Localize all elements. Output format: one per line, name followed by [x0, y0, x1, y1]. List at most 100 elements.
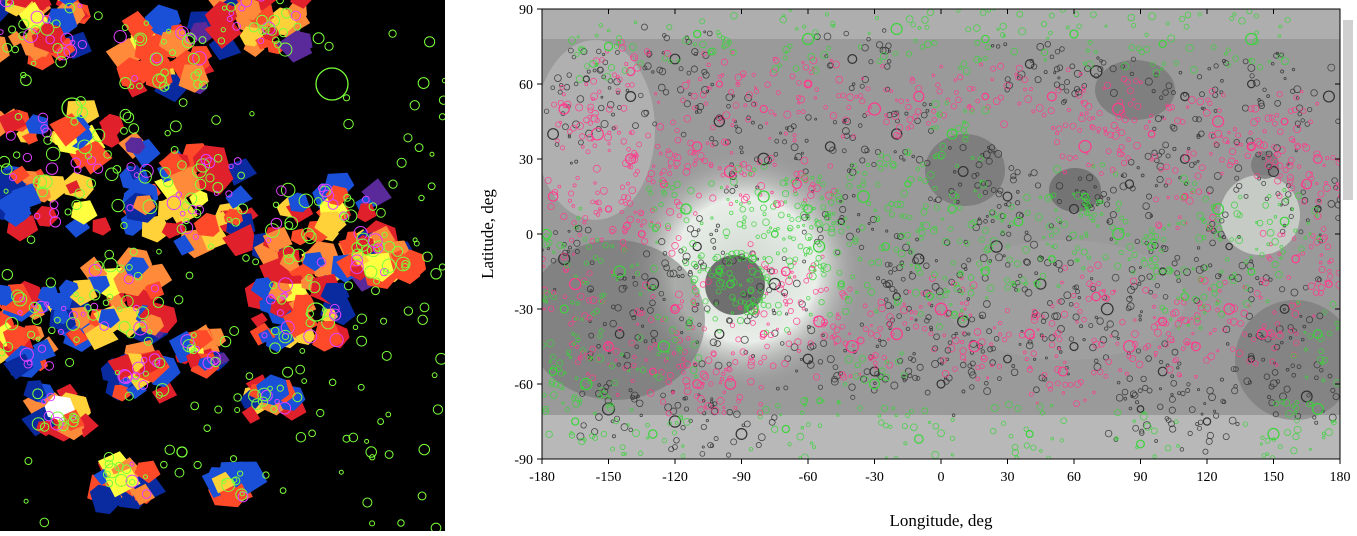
crater-marker	[594, 307, 600, 314]
crater-circle	[91, 128, 106, 142]
crater-marker	[1096, 280, 1102, 287]
crater-circle	[140, 356, 148, 364]
crater-marker	[586, 243, 592, 250]
crater-marker	[832, 60, 840, 69]
crater-marker	[599, 57, 605, 63]
density-cell	[250, 312, 268, 328]
crater-marker	[1213, 63, 1219, 69]
crater-marker	[780, 266, 791, 277]
crater-marker	[673, 153, 682, 162]
crater-marker	[1313, 361, 1321, 369]
crater-marker	[716, 115, 722, 121]
crater-marker	[572, 399, 581, 408]
y-axis-title: Latitude, deg	[478, 189, 497, 279]
crater-marker	[1099, 212, 1104, 216]
crater-marker	[729, 187, 736, 194]
crater-marker	[885, 279, 894, 288]
crater-marker	[983, 380, 989, 386]
crater-marker	[1185, 388, 1191, 393]
crater-circle-large	[315, 67, 349, 101]
crater-marker	[557, 382, 564, 389]
crater-marker	[722, 111, 731, 120]
crater-marker	[615, 393, 620, 397]
crater-marker	[967, 274, 975, 281]
density-cell	[225, 185, 253, 209]
crater-marker	[905, 103, 912, 111]
crater-circle	[248, 389, 262, 403]
crater-marker	[1098, 171, 1104, 176]
crater-marker	[701, 445, 705, 449]
crater-marker	[917, 26, 922, 30]
crater-marker	[771, 414, 778, 421]
crater-circle	[313, 197, 323, 206]
crater-circle	[343, 193, 352, 202]
crater-circle	[395, 256, 411, 272]
crater-marker	[973, 328, 982, 336]
crater-marker	[644, 358, 648, 362]
crater-marker	[1030, 444, 1037, 451]
crater-marker	[1106, 197, 1111, 201]
crater-marker	[902, 321, 908, 326]
crater-marker	[878, 152, 885, 159]
crater-marker	[1291, 403, 1296, 409]
crater-marker	[884, 359, 890, 365]
crater-marker	[645, 423, 650, 428]
crater-marker	[636, 219, 641, 223]
crater-marker	[1030, 312, 1039, 321]
crater-circle	[273, 40, 282, 49]
crater-marker	[742, 215, 747, 220]
crater-marker	[1036, 328, 1040, 332]
crater-marker	[741, 224, 747, 230]
crater-marker	[1122, 218, 1129, 225]
crater-marker	[1286, 275, 1292, 280]
crater-marker	[1324, 243, 1332, 251]
crater-marker	[1291, 372, 1297, 378]
crater-circle	[133, 321, 148, 336]
crater-marker	[687, 139, 694, 147]
crater-marker	[1158, 148, 1165, 155]
crater-marker	[1182, 154, 1191, 162]
crater-marker	[829, 20, 836, 27]
crater-marker	[879, 367, 886, 374]
crater-marker	[1196, 212, 1204, 220]
crater-marker	[709, 272, 715, 278]
crater-marker	[1278, 330, 1283, 334]
scrollbar-thumb[interactable]	[1343, 20, 1353, 200]
crater-marker	[728, 170, 735, 177]
crater-marker	[611, 112, 615, 117]
crater-marker	[1182, 92, 1188, 97]
crater-marker	[573, 81, 579, 87]
crater-marker	[1277, 202, 1282, 207]
crater-marker	[712, 368, 720, 376]
crater-marker	[1202, 417, 1212, 426]
crater-marker	[985, 214, 989, 218]
crater-marker	[1116, 337, 1120, 341]
crater-marker	[703, 101, 709, 106]
crater-marker	[730, 151, 734, 155]
crater-marker	[661, 259, 669, 267]
crater-marker	[915, 85, 923, 93]
crater-marker	[645, 436, 650, 440]
crater-marker	[1278, 24, 1283, 29]
crater-marker	[1322, 435, 1326, 440]
crater-marker	[1084, 231, 1088, 235]
crater-circle	[179, 210, 186, 217]
crater-marker	[922, 221, 931, 230]
crater-marker	[790, 123, 797, 130]
crater-circle	[388, 29, 397, 38]
crater-marker	[920, 208, 928, 216]
crater-marker	[790, 343, 799, 352]
crater-marker	[547, 203, 555, 211]
crater-marker	[706, 62, 711, 68]
crater-marker	[1165, 21, 1170, 26]
crater-marker	[587, 356, 593, 362]
crater-marker	[950, 453, 955, 457]
crater-marker	[984, 179, 992, 187]
crater-circle	[274, 398, 280, 405]
crater-marker	[874, 370, 881, 377]
crater-marker	[937, 429, 945, 438]
crater-circle	[23, 498, 29, 504]
crater-marker	[1053, 81, 1061, 88]
crater-marker	[760, 233, 767, 240]
density-cell	[140, 314, 164, 336]
